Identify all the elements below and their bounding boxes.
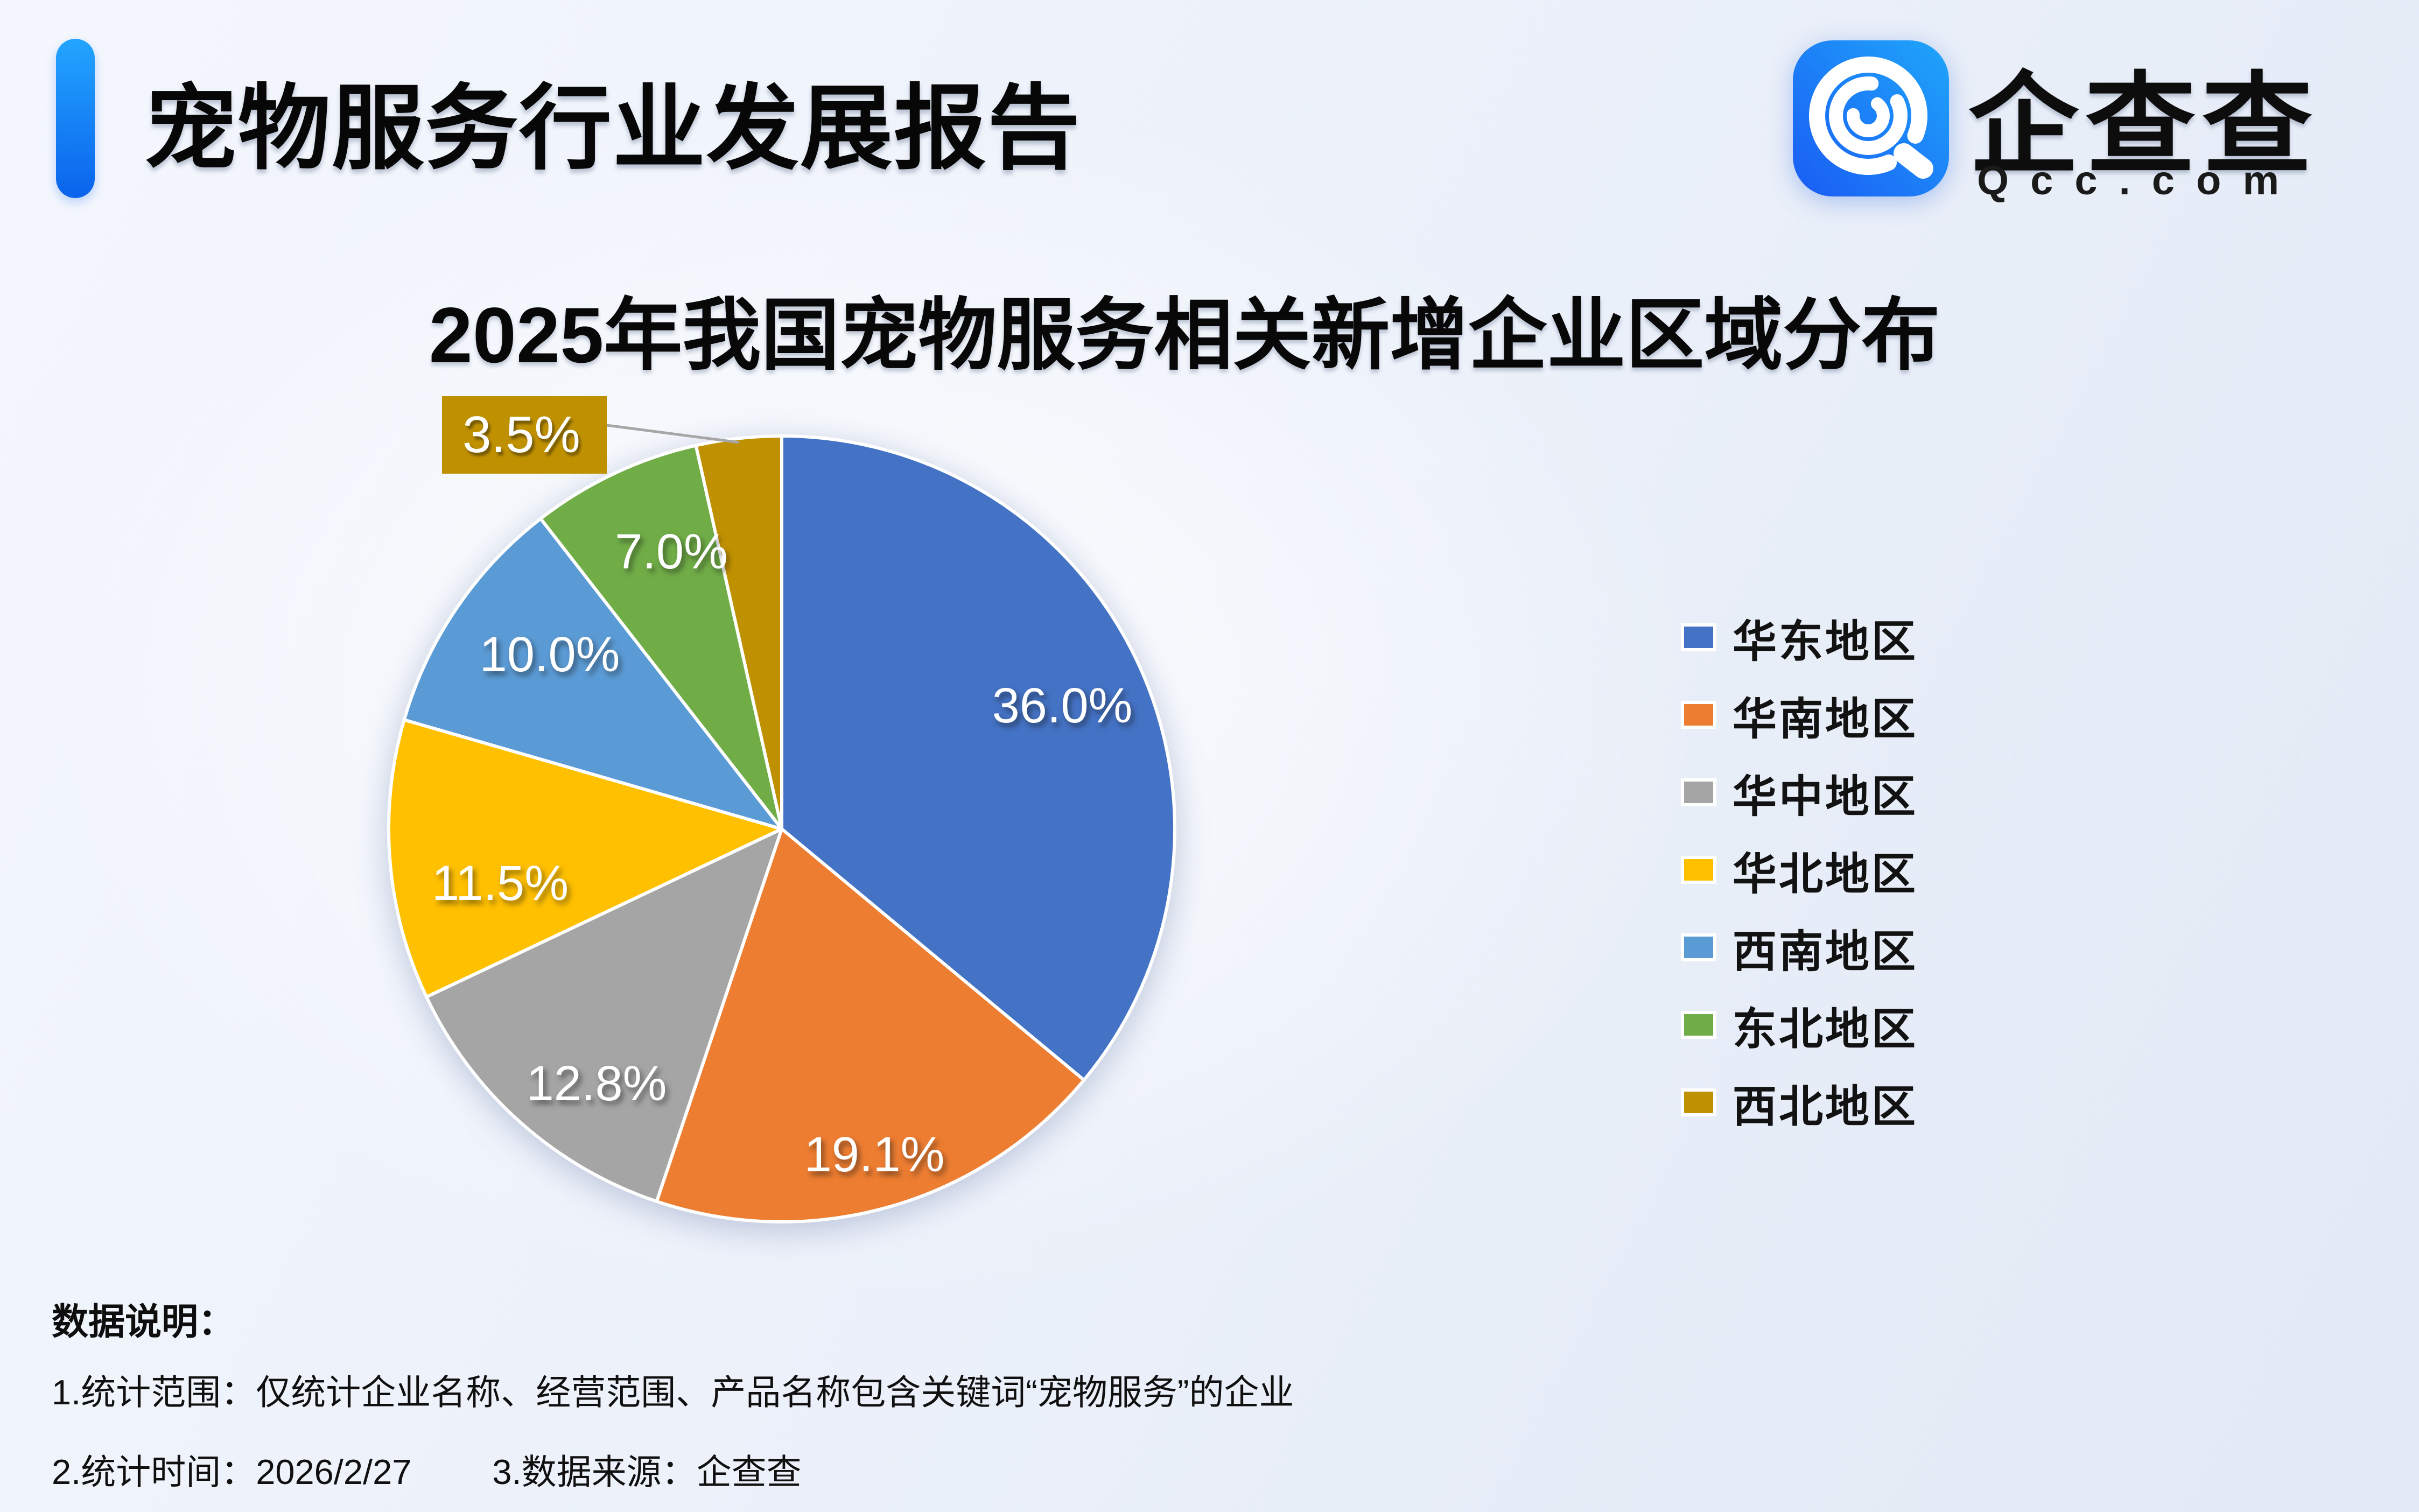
legend-label-西北地区: 西北地区 (1733, 1082, 1918, 1131)
pie-slice-东北地区 (539, 444, 783, 831)
logo-middle-ring (1829, 76, 1908, 155)
note-data-source: 3.数据来源：企查查 (492, 1452, 802, 1492)
slice-label-西南地区: 10.0% (480, 627, 620, 682)
pie-slice-西南地区 (402, 517, 783, 831)
pie-slice-华东地区 (780, 434, 1176, 1082)
chart-legend: 华东地区华南地区华中地区华北地区西南地区东北地区西北地区 (1684, 599, 1918, 1141)
pie-slice-华中地区 (425, 827, 783, 1203)
legend-item-西南地区: 西南地区 (1684, 909, 1918, 986)
legend-label-华南地区: 华南地区 (1733, 694, 1918, 744)
legend-item-西北地区: 西北地区 (1684, 1064, 1918, 1141)
slice-label-华东地区: 36.0% (992, 678, 1133, 733)
notes-heading: 数据说明： (52, 1302, 235, 1342)
slice-label-华南地区: 19.1% (804, 1127, 945, 1182)
callout-leader-line (606, 424, 740, 444)
report-title: 宠物服务行业发展报告 (144, 77, 1081, 180)
title-accent-bar (56, 39, 95, 198)
pie-slices (387, 434, 1176, 1223)
legend-swatch-华中地区 (1684, 782, 1713, 803)
legend-swatch-西南地区 (1684, 937, 1713, 958)
legend-item-东北地区: 东北地区 (1684, 986, 1918, 1064)
legend-swatch-华北地区 (1684, 859, 1713, 881)
legend-label-华中地区: 华中地区 (1733, 772, 1918, 821)
legend-swatch-华东地区 (1684, 627, 1713, 648)
legend-label-华东地区: 华东地区 (1733, 617, 1918, 666)
note-line-2: 2.统计时间：2026/2/27 3.数据来源：企查查 (52, 1444, 802, 1494)
pie-slice-华南地区 (655, 827, 1086, 1223)
logo-inner-c (1847, 94, 1890, 137)
legend-swatch-西北地区 (1684, 1092, 1713, 1113)
pie-slice-西北地区 (694, 434, 783, 831)
slice-label-东北地区: 7.0% (615, 524, 728, 579)
legend-label-西南地区: 西南地区 (1733, 927, 1918, 976)
slice-label-华北地区: 11.5% (432, 856, 569, 911)
legend-label-东北地区: 东北地区 (1733, 1004, 1918, 1054)
logo-outer-ring (1809, 57, 1927, 175)
note-line-1: 1.统计范围：仅统计企业名称、经营范围、产品名称包含关键词“宠物服务”的企业 (52, 1373, 1294, 1412)
legend-swatch-东北地区 (1684, 1014, 1713, 1036)
legend-item-华北地区: 华北地区 (1684, 831, 1918, 909)
legend-item-华南地区: 华南地区 (1684, 676, 1918, 754)
brand-domain: Qcc.com (1977, 158, 2301, 203)
legend-item-华东地区: 华东地区 (1684, 599, 1918, 676)
pie-slice-华北地区 (387, 718, 783, 999)
slice-label-华中地区: 12.8% (527, 1056, 667, 1111)
qcc-logo-icon (1793, 40, 1949, 196)
logo-q-tail (1894, 143, 1933, 179)
legend-label-华北地区: 华北地区 (1733, 849, 1918, 899)
chart-title: 2025年我国宠物服务相关新增企业区域分布 (429, 291, 1940, 379)
note-stat-time: 2.统计时间：2026/2/27 (52, 1452, 412, 1492)
legend-item-华中地区: 华中地区 (1684, 754, 1918, 831)
callout-label: 3.5% (462, 406, 580, 463)
legend-swatch-华南地区 (1684, 704, 1713, 726)
callout-northwest: 3.5% (442, 396, 607, 474)
brand-name: 企查查 (1968, 64, 2319, 187)
